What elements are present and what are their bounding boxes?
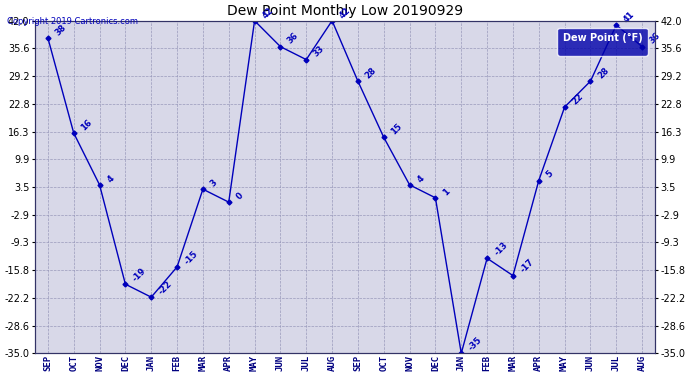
Legend: 	[558, 28, 648, 56]
Text: -35: -35	[467, 335, 484, 352]
Text: 28: 28	[596, 66, 611, 80]
Text: Copyright 2019 Cartronics.com: Copyright 2019 Cartronics.com	[7, 17, 138, 26]
Text: 4: 4	[105, 174, 116, 184]
Text: 4: 4	[415, 174, 426, 184]
Text: 22: 22	[570, 92, 585, 106]
Text: 36: 36	[648, 31, 662, 46]
Text: -13: -13	[493, 240, 510, 258]
Title: Dew Point Monthly Low 20190929: Dew Point Monthly Low 20190929	[227, 4, 463, 18]
Text: 42: 42	[260, 5, 275, 20]
Text: 16: 16	[79, 118, 94, 132]
Text: 41: 41	[622, 10, 636, 24]
Text: -19: -19	[131, 266, 148, 284]
Text: -15: -15	[183, 249, 200, 266]
Text: 28: 28	[364, 66, 378, 80]
Text: 15: 15	[389, 122, 404, 136]
Text: 36: 36	[286, 31, 301, 46]
Text: 0: 0	[235, 191, 245, 201]
Text: 5: 5	[544, 169, 555, 180]
Text: -22: -22	[157, 279, 174, 296]
Text: 42: 42	[337, 5, 353, 20]
Text: 33: 33	[312, 44, 326, 59]
Text: 38: 38	[53, 23, 68, 37]
Text: -17: -17	[518, 258, 535, 275]
Text: 3: 3	[208, 178, 219, 188]
Text: 1: 1	[441, 186, 451, 197]
